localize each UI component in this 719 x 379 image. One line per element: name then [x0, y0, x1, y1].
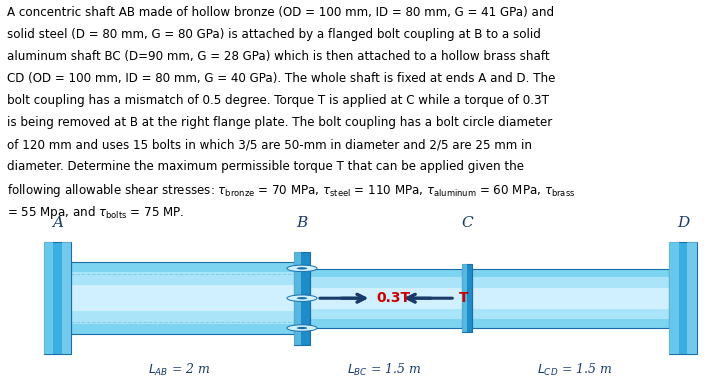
Text: following allowable shear stresses: $\tau_{\rm bronze}$ = 70 MPa, $\tau_{\rm ste: following allowable shear stresses: $\ta…: [7, 182, 575, 199]
Bar: [310, 277, 462, 319]
Bar: [462, 264, 467, 332]
Bar: [687, 242, 697, 354]
Text: A concentric shaft AB made of hollow bronze (OD = 100 mm, ID = 80 mm, G = 41 GPa: A concentric shaft AB made of hollow bro…: [7, 6, 554, 19]
Circle shape: [297, 327, 307, 329]
Bar: [472, 319, 669, 328]
Text: of 120 mm and uses 15 bolts in which 3/5 are 50-mm in diameter and 2/5 are 25 mm: of 120 mm and uses 15 bolts in which 3/5…: [7, 138, 532, 151]
Text: diameter. Determine the maximum permissible torque T that can be applied given t: diameter. Determine the maximum permissi…: [7, 160, 524, 173]
Bar: [62, 242, 71, 354]
Text: $L_{BC}$ = 1.5 m: $L_{BC}$ = 1.5 m: [347, 362, 422, 378]
Text: = 55 Mpa, and $\tau_{\rm bolts}$ = 75 MP.: = 55 Mpa, and $\tau_{\rm bolts}$ = 75 MP…: [7, 204, 185, 221]
Bar: [71, 324, 294, 334]
Bar: [472, 269, 669, 328]
Text: solid steel (D = 80 mm, G = 80 GPa) is attached by a flanged bolt coupling at B : solid steel (D = 80 mm, G = 80 GPa) is a…: [7, 28, 541, 41]
Text: $L_{AB}$ = 2 m: $L_{AB}$ = 2 m: [148, 362, 211, 378]
Text: C: C: [462, 216, 473, 230]
Text: aluminum shaft BC (D=90 mm, G = 28 GPa) which is then attached to a hollow brass: aluminum shaft BC (D=90 mm, G = 28 GPa) …: [7, 50, 550, 63]
Text: is being removed at B at the right flange plate. The bolt coupling has a bolt ci: is being removed at B at the right flang…: [7, 116, 552, 129]
Text: bolt coupling has a mismatch of 0.5 degree. Torque T is applied at C while a tor: bolt coupling has a mismatch of 0.5 degr…: [7, 94, 549, 107]
Bar: [472, 277, 669, 319]
Text: T: T: [459, 291, 468, 305]
Bar: [71, 273, 294, 324]
Text: D: D: [677, 216, 690, 230]
Bar: [71, 285, 294, 311]
Bar: [44, 242, 71, 354]
Bar: [472, 269, 669, 277]
Bar: [294, 252, 310, 345]
Bar: [310, 288, 462, 309]
Circle shape: [287, 325, 317, 331]
Bar: [472, 288, 669, 309]
Text: B: B: [296, 216, 308, 230]
Text: 0.3T: 0.3T: [377, 291, 411, 305]
Bar: [462, 264, 472, 332]
Text: CD (OD = 100 mm, ID = 80 mm, G = 40 GPa). The whole shaft is fixed at ends A and: CD (OD = 100 mm, ID = 80 mm, G = 40 GPa)…: [7, 72, 556, 85]
Bar: [310, 319, 462, 328]
Bar: [310, 269, 462, 328]
Text: A: A: [52, 216, 63, 230]
Bar: [669, 242, 697, 354]
Bar: [669, 242, 679, 354]
Circle shape: [287, 295, 317, 301]
Circle shape: [297, 297, 307, 299]
Text: $L_{CD}$ = 1.5 m: $L_{CD}$ = 1.5 m: [538, 362, 613, 378]
Bar: [44, 242, 53, 354]
Bar: [71, 263, 294, 334]
Circle shape: [287, 265, 317, 272]
Bar: [310, 269, 462, 277]
Bar: [294, 252, 301, 345]
Bar: [71, 263, 294, 273]
Circle shape: [297, 267, 307, 269]
